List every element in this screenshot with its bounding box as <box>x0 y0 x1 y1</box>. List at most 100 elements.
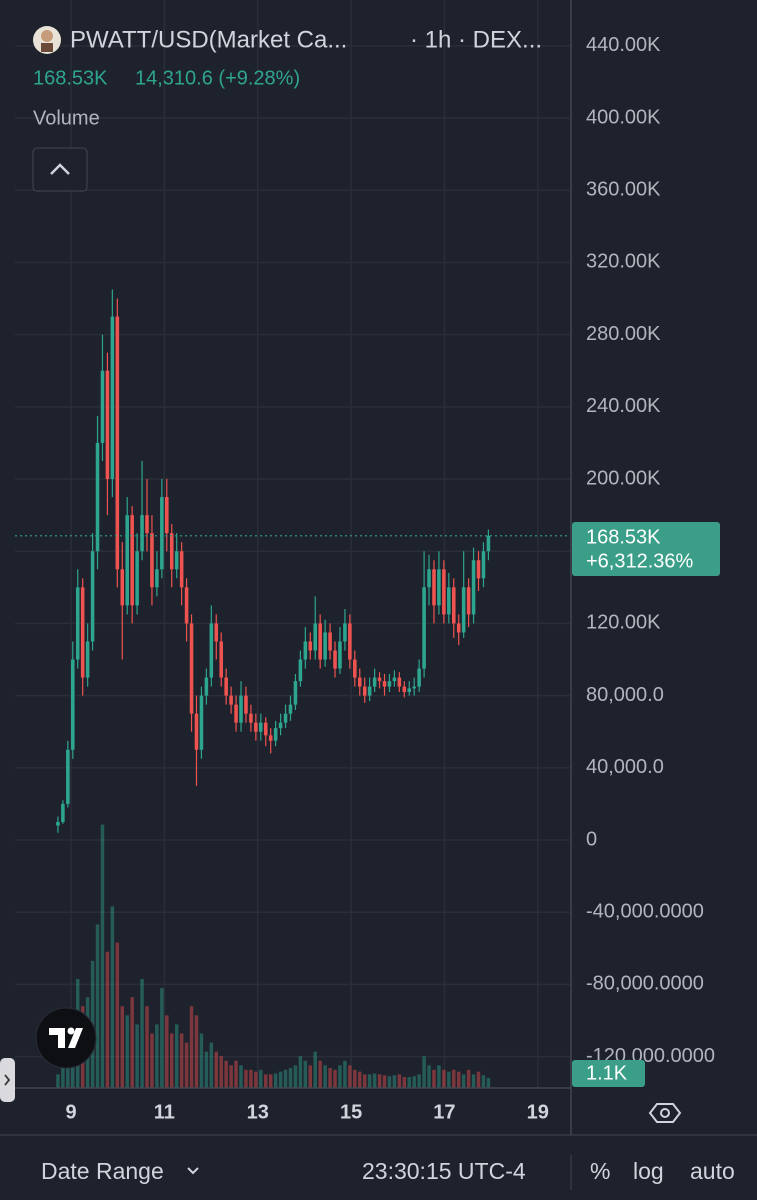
volume-bar <box>214 1051 219 1088</box>
candle-body <box>105 370 110 480</box>
volume-bar <box>481 1075 486 1088</box>
candle-body <box>239 695 243 723</box>
candle-body <box>174 551 179 570</box>
candle-body <box>343 623 347 642</box>
candle-body <box>387 681 392 687</box>
log-toggle[interactable]: log <box>633 1158 664 1184</box>
volume-bar <box>165 1015 169 1088</box>
volume-bar <box>323 1065 327 1088</box>
volume-bar <box>318 1060 322 1088</box>
volume-bar <box>100 824 105 1088</box>
volume-bar <box>452 1069 456 1088</box>
settings-button[interactable] <box>648 1103 682 1123</box>
candle-body <box>165 497 169 534</box>
candle-body <box>357 677 362 687</box>
candle-body <box>273 728 278 741</box>
candle-body <box>348 623 352 660</box>
candle-layer <box>15 289 570 833</box>
candle-body <box>278 722 283 729</box>
volume-bar <box>184 1042 189 1088</box>
candle-body <box>71 659 75 750</box>
x-tick-label: 15 <box>340 1101 362 1123</box>
volume-bar <box>170 1033 174 1088</box>
y-tick-label: -80,000.0000 <box>586 973 704 995</box>
volume-bar <box>298 1056 303 1088</box>
volume-bar <box>66 1051 70 1088</box>
volume-bar <box>303 1060 308 1088</box>
volume-bar <box>199 1033 204 1088</box>
y-tick-label: 120.00K <box>586 612 661 634</box>
candle-body <box>125 515 129 606</box>
price-label: 168.53K <box>586 526 661 548</box>
candle-body <box>169 533 174 570</box>
volume-bar <box>283 1069 288 1088</box>
volume-bar <box>95 924 100 1088</box>
candle-body <box>481 551 486 579</box>
sidebar-toggle[interactable] <box>0 1058 15 1102</box>
volume-bar <box>313 1051 317 1088</box>
collapse-button[interactable] <box>32 147 88 192</box>
candle-body <box>263 722 268 736</box>
volume-bar <box>249 1069 253 1088</box>
candle-body <box>100 370 105 443</box>
volume-bar <box>377 1074 382 1088</box>
candle-body <box>288 704 293 714</box>
candle-body <box>75 587 80 660</box>
candle-body <box>194 713 199 750</box>
y-tick-label: 280.00K <box>586 323 661 345</box>
volume-bar <box>219 1056 223 1088</box>
logo-dot <box>67 1027 75 1035</box>
candle-body <box>254 722 258 732</box>
tradingview-logo[interactable] <box>35 1007 97 1069</box>
candle-body <box>427 569 431 588</box>
candle-body <box>333 650 337 669</box>
candle-body <box>85 641 90 678</box>
x-tick-label: 9 <box>65 1101 76 1123</box>
volume-bar <box>412 1076 416 1088</box>
candle-body <box>268 735 273 741</box>
candle-body <box>259 722 263 732</box>
symbol-title[interactable]: PWATT/USD(Market Ca... <box>70 26 347 53</box>
candle-body <box>145 515 149 534</box>
percent-toggle[interactable]: % <box>590 1158 610 1184</box>
volume-bar <box>397 1074 402 1088</box>
auto-toggle[interactable]: auto <box>690 1158 735 1184</box>
date-range[interactable]: Date Range <box>41 1158 164 1184</box>
candle-body <box>244 695 248 714</box>
volume-bar <box>135 1024 139 1088</box>
candle-body <box>303 641 308 660</box>
candle-body <box>328 632 332 651</box>
candle-body <box>155 569 159 588</box>
volume-bar <box>239 1065 243 1088</box>
volume-bar <box>268 1074 273 1088</box>
volume-bar <box>150 1033 154 1088</box>
candle-body <box>402 686 407 693</box>
y-tick-label: -40,000.0000 <box>586 900 704 922</box>
volume-bar <box>417 1074 421 1088</box>
volume-bar <box>120 1006 124 1088</box>
x-tick-label: 19 <box>527 1101 549 1123</box>
candle-body <box>219 641 224 678</box>
interval[interactable]: · 1h · DEX... <box>410 26 542 53</box>
volume-legend: Volume <box>33 107 100 129</box>
volume-bar <box>362 1074 367 1088</box>
candle-body <box>397 677 402 687</box>
volume-bar <box>234 1060 238 1088</box>
candle-body <box>224 677 228 696</box>
candle-body <box>95 442 100 552</box>
volume-bar <box>432 1069 436 1088</box>
volume-bar <box>224 1060 228 1088</box>
volume-bar <box>427 1065 431 1088</box>
volume-bar <box>372 1073 377 1088</box>
volume-bar <box>194 1015 199 1088</box>
candle-body <box>451 587 456 624</box>
volume-bar <box>254 1071 258 1088</box>
volume-bar <box>204 1051 209 1088</box>
avatar-body <box>41 43 53 52</box>
volume-bar <box>338 1065 342 1088</box>
candle-body <box>234 704 238 723</box>
candle-body <box>362 686 367 696</box>
volume-bar <box>110 906 115 1088</box>
candle-body <box>422 587 426 669</box>
candle-body <box>56 821 60 826</box>
